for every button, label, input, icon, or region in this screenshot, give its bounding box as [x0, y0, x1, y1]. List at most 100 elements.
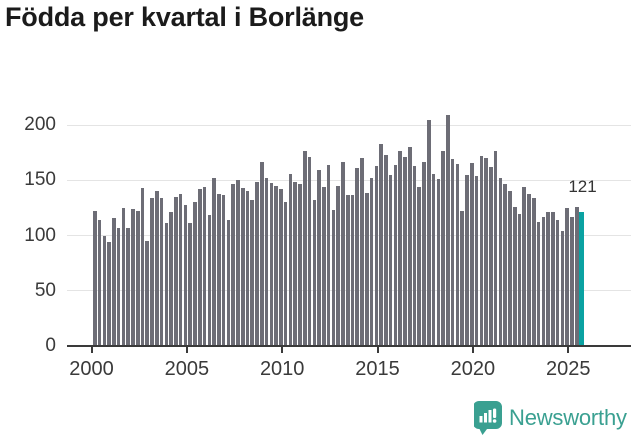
bar[interactable] — [369, 178, 374, 346]
bar[interactable] — [102, 235, 107, 346]
bar[interactable] — [302, 150, 307, 346]
bar[interactable] — [565, 208, 570, 346]
bar[interactable] — [121, 208, 126, 346]
bar[interactable] — [221, 194, 226, 346]
bar[interactable] — [570, 216, 574, 346]
bar[interactable] — [493, 150, 498, 346]
bar[interactable] — [560, 231, 565, 346]
bar[interactable] — [279, 189, 283, 346]
bar[interactable] — [336, 185, 340, 346]
bar[interactable] — [574, 206, 579, 346]
bar[interactable] — [178, 193, 183, 346]
bar[interactable] — [341, 161, 345, 346]
bar[interactable] — [365, 192, 369, 346]
bar[interactable] — [474, 175, 479, 346]
bar[interactable] — [484, 158, 488, 346]
bar[interactable] — [174, 196, 178, 346]
bar[interactable] — [527, 193, 531, 346]
bar[interactable] — [112, 217, 116, 346]
bar[interactable] — [145, 241, 150, 346]
bar[interactable] — [183, 204, 188, 346]
bar[interactable] — [231, 183, 235, 346]
bar[interactable] — [164, 223, 169, 346]
bar[interactable] — [131, 209, 135, 346]
bar[interactable] — [532, 198, 536, 346]
bar[interactable] — [517, 213, 522, 346]
bar[interactable] — [188, 223, 193, 346]
bar[interactable] — [288, 173, 293, 346]
bar[interactable] — [350, 194, 355, 346]
bar[interactable] — [398, 150, 402, 346]
bar[interactable] — [274, 185, 278, 346]
bar[interactable] — [465, 174, 469, 346]
bar[interactable] — [541, 216, 546, 346]
bar[interactable] — [269, 182, 274, 346]
bar[interactable] — [441, 150, 445, 346]
bar[interactable] — [240, 188, 245, 346]
bar[interactable] — [197, 189, 202, 346]
bar[interactable] — [446, 115, 450, 346]
bar[interactable] — [312, 200, 317, 346]
bar[interactable] — [536, 222, 541, 346]
bar[interactable] — [126, 227, 130, 346]
bar[interactable] — [469, 162, 474, 346]
bar[interactable] — [407, 147, 412, 346]
bar[interactable] — [360, 158, 364, 346]
bar[interactable] — [298, 183, 302, 346]
bar[interactable] — [212, 178, 216, 346]
bar[interactable] — [107, 242, 111, 346]
bar[interactable] — [427, 119, 431, 346]
bar[interactable] — [255, 181, 259, 346]
bar[interactable] — [393, 164, 398, 346]
bar[interactable] — [403, 157, 407, 346]
bar[interactable] — [322, 187, 326, 346]
bar[interactable] — [436, 179, 441, 346]
bar[interactable] — [260, 161, 264, 346]
bar[interactable] — [93, 211, 97, 346]
bar[interactable] — [455, 163, 460, 346]
bar[interactable] — [283, 202, 288, 346]
bar[interactable] — [546, 212, 550, 346]
bar[interactable] — [555, 220, 560, 346]
bar[interactable] — [331, 210, 336, 346]
bar[interactable] — [498, 178, 503, 346]
bar[interactable] — [431, 173, 436, 346]
bar[interactable] — [460, 211, 465, 346]
bar[interactable] — [379, 143, 383, 346]
bar[interactable] — [355, 168, 360, 346]
bar[interactable] — [374, 166, 379, 346]
bar[interactable] — [245, 191, 250, 346]
bar[interactable] — [155, 191, 159, 346]
brand-footer[interactable]: Newsworthy — [474, 400, 631, 436]
bar[interactable] — [317, 170, 321, 346]
bar[interactable] — [250, 200, 255, 346]
bar[interactable] — [135, 211, 140, 346]
bar[interactable] — [417, 187, 422, 346]
bar[interactable] — [140, 188, 145, 346]
bar[interactable] — [489, 167, 493, 346]
bar[interactable] — [422, 161, 426, 346]
bar[interactable] — [217, 193, 221, 346]
bar[interactable] — [450, 159, 455, 346]
bar[interactable] — [293, 181, 298, 346]
bar[interactable] — [388, 174, 393, 346]
bar[interactable] — [326, 164, 331, 346]
bar[interactable] — [169, 212, 173, 346]
bar[interactable] — [522, 187, 527, 346]
bar[interactable] — [412, 166, 417, 346]
bar[interactable] — [345, 194, 350, 346]
bar[interactable] — [207, 214, 212, 346]
bar[interactable] — [116, 227, 121, 346]
bar[interactable] — [236, 180, 240, 346]
bar[interactable] — [307, 157, 312, 346]
bar[interactable] — [264, 178, 269, 346]
bar[interactable] — [384, 155, 388, 346]
bar[interactable] — [512, 206, 517, 346]
bar[interactable] — [503, 183, 507, 346]
bar[interactable] — [193, 202, 197, 346]
bar[interactable] — [159, 198, 164, 346]
bar[interactable] — [551, 212, 555, 346]
bar-highlighted[interactable] — [579, 212, 584, 346]
bar[interactable] — [202, 187, 207, 346]
bar[interactable] — [97, 220, 102, 346]
